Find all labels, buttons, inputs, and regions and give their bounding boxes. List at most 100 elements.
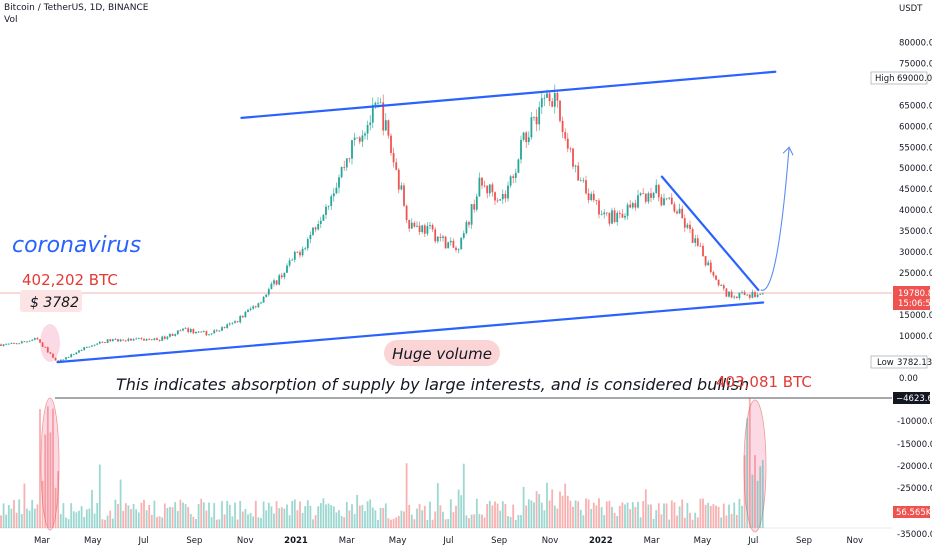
- high-label: High: [875, 74, 895, 84]
- candle-body: [660, 197, 663, 206]
- candle-body: [657, 184, 660, 198]
- candle-body: [231, 322, 234, 324]
- volume-bar: [20, 513, 23, 528]
- candle-body: [28, 340, 31, 342]
- projection-arrow[interactable]: [760, 147, 790, 291]
- volume-bar: [213, 503, 216, 528]
- high-tag: [870, 71, 928, 85]
- volume-bar: [390, 519, 392, 528]
- volume-bar: [46, 406, 49, 528]
- candle-body: [10, 343, 13, 344]
- candle-body: [348, 158, 351, 160]
- volume-bar: [673, 502, 676, 528]
- candle-body: [631, 203, 634, 208]
- candle-body: [691, 229, 694, 243]
- time-tick-label: Jul: [747, 536, 758, 546]
- candle-body: [215, 330, 218, 332]
- volume-bar: [501, 501, 504, 528]
- trendline-descending-resistance[interactable]: [660, 175, 760, 292]
- volume-bar: [533, 502, 535, 528]
- volume-bar: [509, 516, 512, 528]
- trendline-upper-channel[interactable]: [240, 70, 777, 120]
- volume-bar: [486, 503, 489, 528]
- annotation-huge-volume[interactable]: Huge volume: [392, 345, 492, 363]
- candle-body: [517, 159, 520, 173]
- annotation-btc-volume-right[interactable]: 403,081 BTC: [716, 373, 812, 391]
- volume-axis[interactable]: -10000.00 -15000.00 -20000.00 -25000.00 -350…: [897, 417, 932, 540]
- time-tick-label: Nov: [847, 536, 864, 546]
- volume-bar: [429, 501, 431, 528]
- volume-bar: [639, 517, 642, 528]
- volume-bar: [496, 503, 499, 528]
- candle-body: [57, 360, 60, 362]
- volume-indicator-label[interactable]: Vol: [4, 15, 18, 25]
- candle-body: [317, 223, 320, 230]
- candle-body: [494, 192, 496, 201]
- annotation-price-left[interactable]: $ 3782: [30, 295, 79, 311]
- trendline-lower-channel[interactable]: [56, 301, 765, 364]
- volume-bar: [366, 501, 369, 528]
- volume-bar: [195, 519, 197, 528]
- candle-body: [590, 193, 593, 201]
- volume-bar: [543, 510, 546, 528]
- price-axis[interactable]: 80000.00 75000.00 65000.00 60000.00 55000.00…: [899, 38, 932, 384]
- current-volume-value: 56.565K: [896, 508, 932, 518]
- candle-body: [468, 222, 470, 225]
- current-price-value: 19780.81: [898, 289, 932, 299]
- candle-body: [592, 193, 595, 201]
- price-label-box: [20, 290, 82, 312]
- candle-body: [150, 339, 153, 341]
- volume-bar: [2, 503, 5, 528]
- volume-bar: [605, 501, 608, 528]
- annotation-coronavirus[interactable]: coronavirus: [12, 233, 141, 258]
- candle-body: [127, 338, 130, 341]
- volume-bar: [262, 501, 265, 528]
- candle-body: [652, 192, 655, 198]
- time-tick-label: Jul: [137, 536, 148, 546]
- trendlines[interactable]: [56, 70, 777, 364]
- candle-body: [572, 148, 574, 167]
- annotation-note[interactable]: This indicates absorption of supply by l…: [116, 375, 749, 394]
- time-tick-label: Jul: [442, 536, 453, 546]
- volume-bar: [670, 500, 673, 528]
- candle-body: [137, 338, 140, 339]
- candle-body: [244, 311, 247, 318]
- time-tick-label: Mar: [644, 536, 661, 546]
- candle-body: [345, 158, 348, 168]
- candle-body: [130, 338, 132, 341]
- annotation-btc-volume-left[interactable]: 402,202 BTC: [22, 271, 118, 289]
- volume-bar: [371, 507, 374, 528]
- volume-bar: [296, 510, 299, 528]
- volume-bar: [405, 463, 408, 528]
- candle-body: [65, 357, 67, 360]
- volume-bar: [317, 506, 320, 528]
- volume-bar: [10, 508, 13, 528]
- candle-body: [668, 197, 671, 199]
- candle-body: [319, 220, 322, 224]
- candle-body: [689, 224, 691, 230]
- volume-bar: [234, 502, 236, 528]
- candle-body: [405, 205, 408, 221]
- volume-bar: [161, 517, 164, 528]
- volume-bar: [33, 508, 36, 528]
- time-axis[interactable]: Mar May Jul Sep Nov 2021 Mar May Jul Sep Nov 2022 Ma…: [34, 536, 863, 546]
- candle-body: [504, 193, 507, 199]
- volume-bar: [395, 517, 398, 528]
- candle-body: [608, 212, 611, 224]
- candle-body: [169, 334, 171, 337]
- volume-bar: [260, 517, 262, 528]
- current-volume-tag: [893, 506, 930, 518]
- volume-bar: [457, 489, 460, 528]
- candle-body: [197, 331, 200, 333]
- candle-body: [520, 139, 522, 160]
- volume-bar: [270, 506, 273, 528]
- volume-bar: [481, 514, 483, 528]
- low-label: Low: [877, 358, 894, 368]
- time-tick-label: Sep: [186, 536, 202, 546]
- candle-body: [569, 148, 572, 150]
- volume-highlight-march-2020: [40, 397, 60, 531]
- volume-bar: [642, 501, 645, 528]
- volume-bar: [665, 503, 668, 528]
